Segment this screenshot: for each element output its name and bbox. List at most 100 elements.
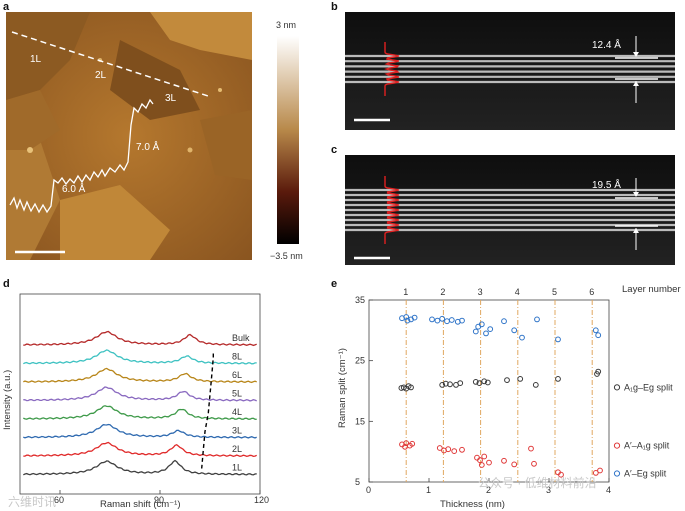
split-legend: A₁g–Eg split A′–A₁g split A′–Eg split [613, 382, 673, 479]
raman-curve-1l [23, 459, 257, 476]
split-plot: 0 1 2 3 4 5 15 25 35 1 2 3 4 5 6 [355, 287, 611, 495]
split-point-series-1 [592, 470, 599, 476]
afm-label-2L: 2L [95, 70, 107, 81]
panel-label-c: c [331, 144, 337, 156]
raman-plot: Bulk 8L 6L 5L 4L 3L 2L 1L 60 90 120 [19, 293, 269, 505]
split-point-series-2 [592, 327, 599, 334]
split-point-series-2 [429, 316, 435, 323]
split-point-series-1 [486, 459, 492, 466]
layer-number-6: 6 [589, 287, 594, 297]
raman-label-2l: 2L [232, 444, 242, 454]
watermark-left: 六维时讯 [8, 495, 56, 509]
legend-label-0: A₁g–Eg split [624, 382, 673, 392]
split-point-series-0 [517, 376, 524, 382]
split-point-series-0 [408, 384, 414, 391]
split-point-series-0 [447, 381, 453, 388]
legend-label-2: A′–Eg split [624, 469, 667, 479]
raman-curve-5l [23, 386, 257, 402]
stem-profile-b [384, 42, 400, 96]
raman-ylabel: Intensity (a.u.) [2, 370, 13, 430]
split-point-series-0 [504, 377, 510, 384]
split-xtick-label: 3 [546, 485, 551, 495]
layer-number-1: 1 [403, 287, 408, 297]
split-point-series-1 [528, 445, 534, 452]
layer-number-label: Layer number [622, 284, 681, 295]
split-xtick-label: 2 [486, 485, 491, 495]
split-point-series-2 [511, 327, 518, 334]
split-point-series-1 [481, 453, 488, 460]
split-point-series-0 [484, 379, 491, 386]
raman-xlabel: Raman shift (cm⁻¹) [100, 499, 181, 510]
split-point-series-2 [483, 330, 489, 337]
raman-label-4l: 4L [232, 407, 242, 417]
split-xtick-label: 0 [366, 485, 371, 495]
panel-label-a: a [3, 1, 10, 13]
layer-number-2: 2 [440, 287, 445, 297]
stem-c-thickness: 19.5 Å [592, 178, 621, 191]
split-ytick-label: 15 [355, 416, 365, 426]
split-point-series-1 [409, 440, 416, 447]
split-point-series-2 [487, 326, 494, 333]
split-point-series-2 [472, 328, 479, 335]
split-point-series-0 [595, 368, 602, 375]
split-point-series-2 [501, 318, 507, 325]
panel-label-d: d [3, 278, 10, 290]
split-point-series-1 [436, 445, 443, 451]
stem-b-thickness: 12.4 Å [592, 38, 621, 51]
split-point-series-1 [501, 457, 507, 464]
split-point-series-1 [445, 446, 452, 453]
afm-label-1L: 1L [30, 54, 42, 65]
split-ytick-label: 25 [355, 356, 365, 366]
split-point-series-2 [444, 318, 450, 325]
afm-colorbar [277, 36, 299, 244]
legend-marker-0 [613, 384, 621, 391]
split-point-series-1 [477, 457, 483, 464]
split-point-series-2 [478, 321, 485, 328]
split-point-series-2 [439, 315, 446, 322]
layer-number-4: 4 [515, 287, 520, 297]
split-point-series-2 [459, 317, 465, 324]
stem-profile-c [384, 176, 400, 244]
afm-image [6, 12, 252, 260]
raman-curve-3l [23, 423, 257, 439]
split-ylabel: Raman split (cm⁻¹) [337, 348, 348, 428]
split-point-series-1 [402, 443, 408, 450]
split-point-series-0 [476, 380, 483, 387]
split-point-series-1 [531, 460, 537, 467]
split-xtick-label: 1 [426, 485, 431, 495]
split-xlabel: Thickness (nm) [440, 499, 505, 510]
split-point-series-0 [442, 380, 449, 387]
split-point-series-2 [555, 336, 561, 343]
panel-label-e: e [331, 278, 337, 290]
split-ytick-label: 5 [355, 477, 360, 487]
split-point-series-2 [519, 334, 525, 341]
afm-label-3L: 3L [165, 93, 177, 104]
legend-marker-1 [613, 442, 621, 449]
split-point-series-0 [457, 380, 464, 387]
raman-xtick-label: 90 [154, 495, 164, 505]
split-point-series-0 [398, 385, 405, 391]
colorbar-min: −3.5 nm [270, 251, 303, 261]
split-point-series-2 [534, 316, 540, 323]
raman-label-5l: 5L [232, 389, 242, 399]
split-point-series-0 [472, 379, 479, 385]
split-point-series-1 [597, 467, 603, 474]
split-point-series-2 [448, 317, 455, 323]
raman-trend-line [201, 353, 214, 469]
raman-curve-6l [23, 367, 257, 384]
afm-step-1: 6.0 Å [62, 182, 86, 195]
raman-label-6l: 6L [232, 370, 242, 380]
split-point-series-1 [478, 462, 485, 468]
layer-number-3: 3 [478, 287, 483, 297]
split-point-series-1 [511, 461, 518, 468]
split-point-series-1 [451, 448, 458, 455]
raman-label-3l: 3L [232, 426, 242, 436]
raman-xtick-label: 120 [254, 495, 269, 505]
legend-marker-2 [613, 470, 621, 477]
colorbar-max: 3 nm [276, 20, 296, 30]
split-point-series-2 [404, 317, 411, 324]
raman-label-bulk: Bulk [232, 333, 250, 343]
panel-label-b: b [331, 1, 338, 13]
split-point-series-0 [481, 378, 488, 385]
